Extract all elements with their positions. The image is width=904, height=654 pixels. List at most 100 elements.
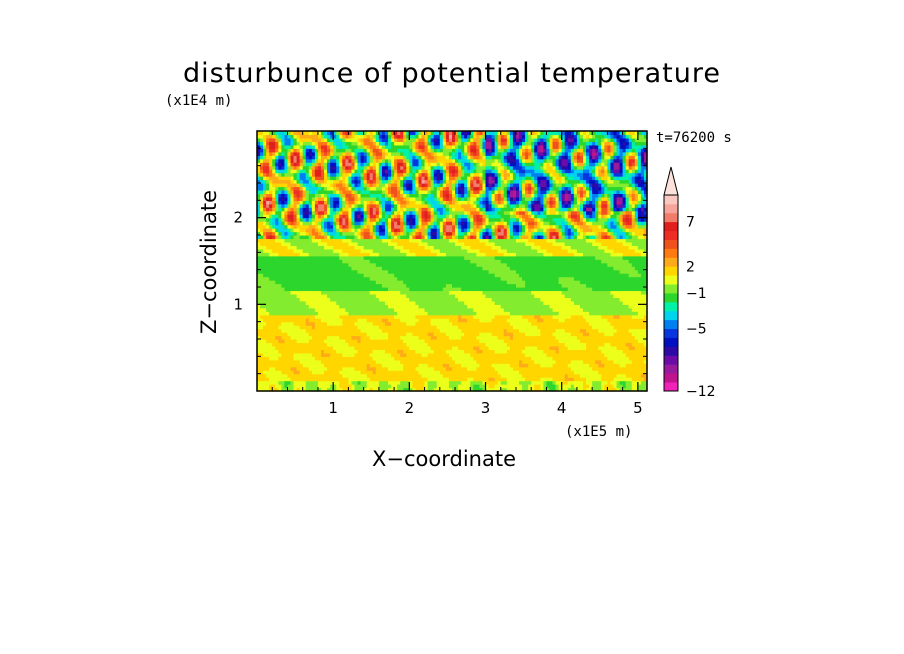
heatmap-cell	[296, 217, 301, 222]
heatmap-cell	[409, 155, 413, 160]
heatmap-cell	[317, 189, 322, 194]
heatmap-cell	[381, 144, 386, 149]
heatmap-cell	[406, 169, 410, 174]
heatmap-cell	[311, 155, 316, 160]
heatmap-cell	[302, 255, 307, 260]
heatmap-cell	[357, 335, 362, 340]
heatmap-cell	[357, 193, 362, 198]
heatmap-cell	[263, 273, 267, 278]
heatmap-cell	[363, 328, 368, 333]
heatmap-cell	[281, 387, 286, 392]
heatmap-cell	[369, 332, 374, 337]
heatmap-cell	[430, 349, 435, 354]
heatmap-cell	[415, 137, 420, 142]
heatmap-cell	[381, 293, 386, 298]
heatmap-cell	[266, 235, 270, 240]
heatmap-cell	[275, 287, 279, 292]
heatmap-cell	[372, 165, 377, 170]
heatmap-cell	[339, 252, 343, 257]
heatmap-cell	[388, 342, 392, 347]
heatmap-cell	[360, 304, 365, 309]
heatmap-cell	[269, 318, 273, 323]
heatmap-cell	[433, 266, 438, 271]
heatmap-cell	[394, 183, 398, 188]
heatmap-cell	[455, 217, 459, 222]
heatmap-cell	[324, 335, 328, 340]
heatmap-cell	[290, 328, 295, 333]
heatmap-cell	[302, 176, 307, 181]
heatmap-cell	[409, 384, 413, 389]
heatmap-cell	[324, 148, 328, 153]
heatmap-cell	[314, 283, 319, 288]
heatmap-cell	[327, 165, 331, 170]
heatmap-cell	[409, 235, 413, 240]
heatmap-cell	[388, 283, 392, 288]
heatmap-cell	[296, 169, 301, 174]
heatmap-cell	[327, 304, 331, 309]
heatmap-cell	[278, 252, 282, 257]
heatmap-cell	[394, 210, 398, 215]
heatmap-cell	[433, 304, 438, 309]
heatmap-cell	[388, 248, 392, 253]
heatmap-cell	[442, 304, 447, 309]
heatmap-cell	[369, 137, 374, 142]
heatmap-cell	[269, 328, 273, 333]
heatmap-cell	[415, 304, 420, 309]
heatmap-cell	[433, 387, 438, 392]
heatmap-cell	[317, 370, 322, 375]
heatmap-cell	[397, 248, 401, 253]
heatmap-cell	[296, 176, 301, 181]
heatmap-cell	[348, 314, 353, 319]
heatmap-cell	[269, 179, 273, 184]
heatmap-cell	[324, 210, 328, 215]
heatmap-cell	[436, 287, 441, 292]
heatmap-cell	[448, 328, 453, 333]
heatmap-cell	[403, 255, 407, 260]
heatmap-cell	[375, 352, 380, 357]
heatmap-cell	[366, 224, 371, 229]
heatmap-cell	[320, 134, 325, 139]
heatmap-cell	[272, 321, 276, 326]
heatmap-cell	[421, 262, 426, 267]
heatmap-cell	[439, 137, 444, 142]
heatmap-cell	[403, 363, 407, 368]
heatmap-cell	[305, 172, 310, 177]
heatmap-cell	[311, 332, 316, 337]
heatmap-cell	[455, 342, 459, 347]
heatmap-cell	[324, 363, 328, 368]
heatmap-cell	[427, 293, 432, 298]
heatmap-cell	[433, 207, 438, 212]
heatmap-cell	[363, 165, 368, 170]
heatmap-cell	[403, 214, 407, 219]
heatmap-cell	[317, 196, 322, 201]
heatmap-cell	[263, 210, 267, 215]
heatmap-cell	[269, 314, 273, 319]
heatmap-cell	[366, 151, 371, 156]
heatmap-cell	[388, 352, 392, 357]
heatmap-cell	[415, 207, 420, 212]
heatmap-cell	[287, 189, 292, 194]
heatmap-cell	[430, 134, 435, 139]
heatmap-cell	[299, 144, 304, 149]
heatmap-cell	[400, 176, 404, 181]
heatmap-cell	[333, 269, 337, 274]
heatmap-cell	[415, 359, 420, 364]
heatmap-cell	[266, 276, 270, 281]
heatmap-cell	[400, 314, 404, 319]
heatmap-cell	[278, 148, 282, 153]
heatmap-cell	[388, 231, 392, 236]
heatmap-cell	[412, 328, 417, 333]
heatmap-cell	[287, 387, 292, 392]
heatmap-cell	[384, 262, 389, 267]
heatmap-cell	[284, 176, 289, 181]
heatmap-cell	[333, 304, 337, 309]
heatmap-cell	[430, 373, 435, 378]
heatmap-cell	[327, 363, 331, 368]
heatmap-cell	[375, 144, 380, 149]
heatmap-cell	[278, 276, 282, 281]
heatmap-cell	[275, 169, 279, 174]
heatmap-cell	[430, 255, 435, 260]
heatmap-cell	[418, 342, 423, 347]
heatmap-cell	[348, 217, 353, 222]
heatmap-cell	[263, 259, 267, 264]
